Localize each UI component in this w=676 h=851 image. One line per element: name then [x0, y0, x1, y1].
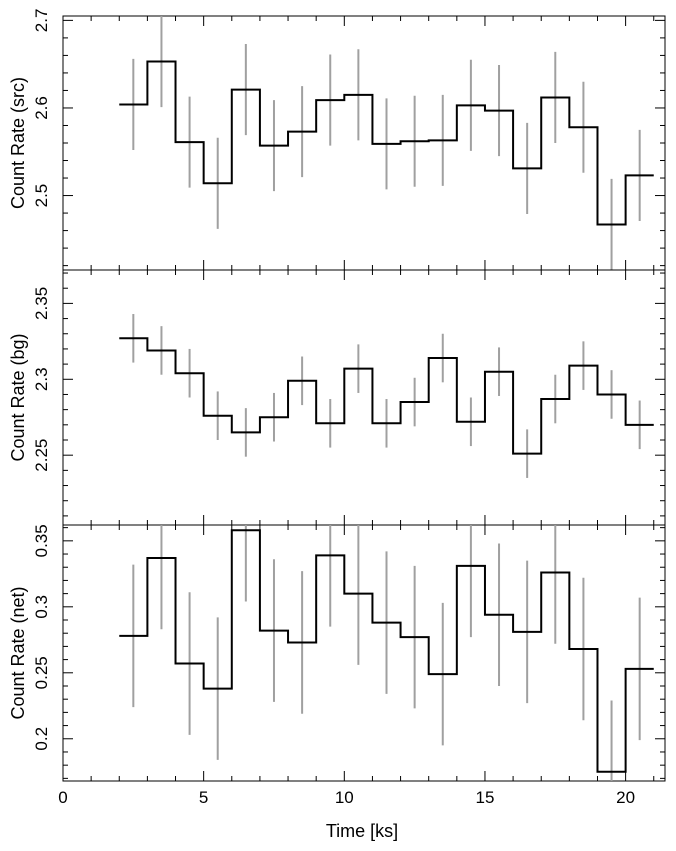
y-tick-label: 0.3 [32, 595, 51, 619]
data-layer [119, 525, 654, 781]
y-axis-label: Count Rate (net) [8, 586, 28, 719]
plot-frame [62, 15, 666, 271]
y-tick-label: 0.35 [32, 524, 51, 557]
y-tick-label: 2.25 [32, 439, 51, 472]
step-line [119, 337, 654, 455]
x-axis-label: Time [ks] [326, 821, 398, 841]
y-tick-label: 2.6 [32, 96, 51, 120]
y-tick-label: 2.3 [32, 367, 51, 391]
step-line [119, 60, 654, 226]
step-line [119, 529, 654, 773]
y-tick-label: 2.35 [32, 287, 51, 320]
x-tick-label: 5 [199, 788, 208, 807]
y-tick-label: 0.25 [32, 656, 51, 689]
data-layer [119, 314, 654, 478]
net-panel: 0.2 0.25 0.3 0.35 Count Rate (net) [8, 524, 666, 782]
x-tick-label: 10 [335, 788, 354, 807]
plot-frame [62, 269, 666, 526]
y-axis-label: Count Rate (bg) [8, 333, 28, 461]
data-layer [119, 16, 654, 270]
x-tick-label: 15 [476, 788, 495, 807]
plot-frame [62, 524, 666, 782]
y-tick-label: 2.7 [32, 9, 51, 33]
x-tick-label: 0 [58, 788, 67, 807]
src-panel: 2.5 2.6 2.7 Count Rate (src) [8, 9, 666, 271]
x-tick-label: 20 [616, 788, 635, 807]
y-tick-label: 0.2 [32, 727, 51, 751]
y-axis-label: Count Rate (src) [8, 77, 28, 209]
y-tick-label: 2.5 [32, 184, 51, 208]
